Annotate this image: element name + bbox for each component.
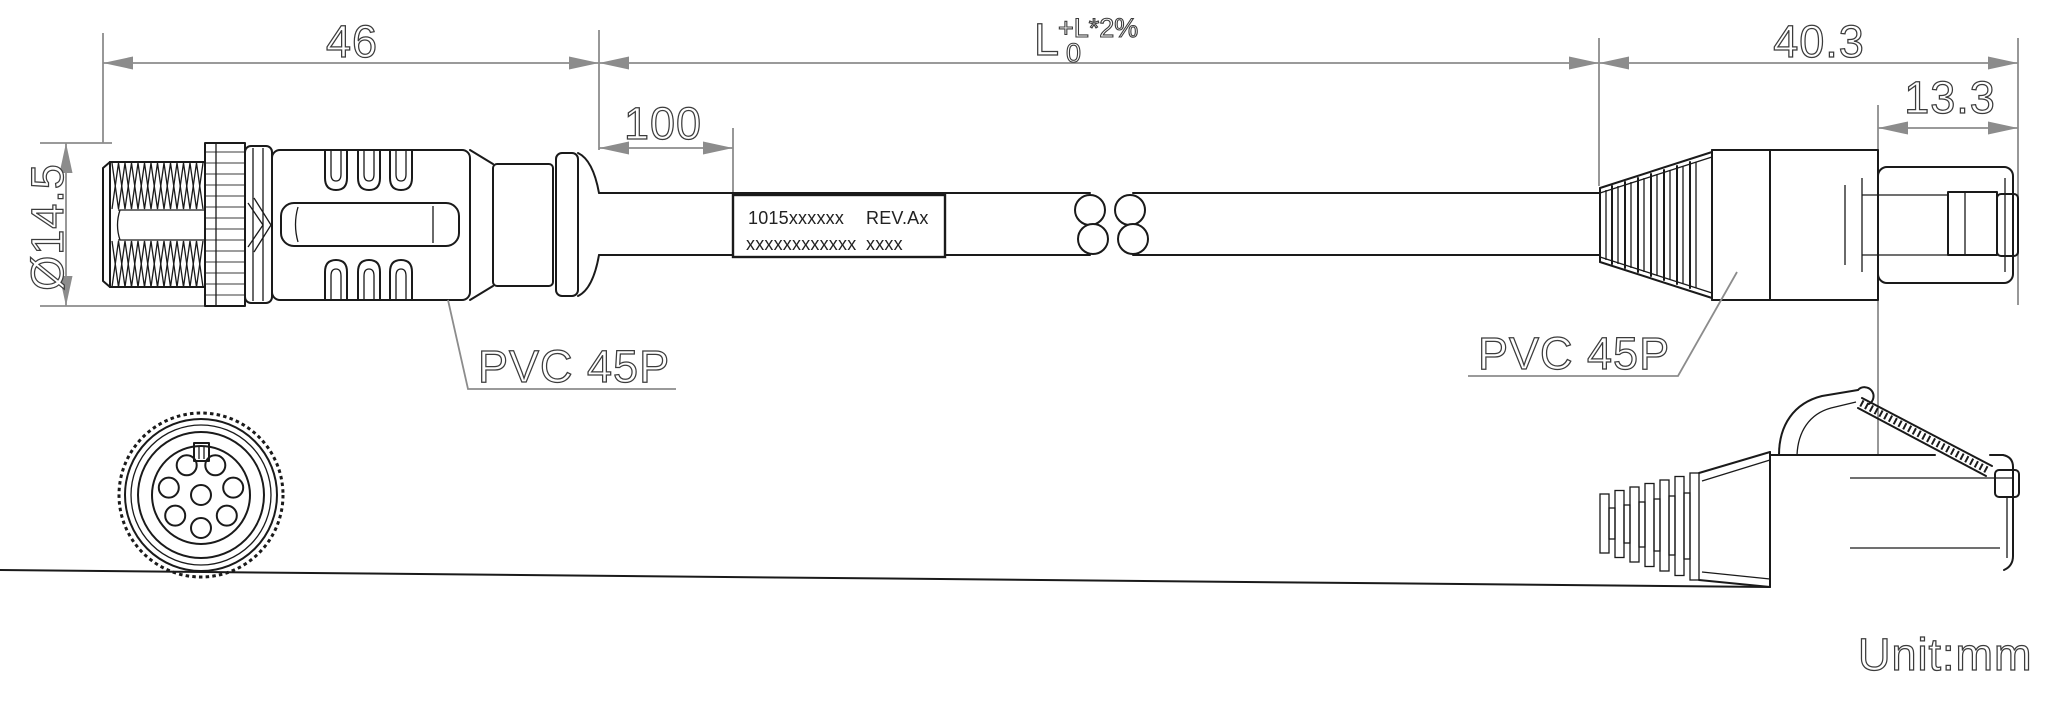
dim-arrow — [59, 276, 73, 306]
m12-pins — [157, 454, 245, 539]
rj45-3d-view — [0, 386, 2020, 588]
left-boot-material-callout: PVC 45P — [447, 299, 676, 393]
dim-diameter-label: Ø14.5 — [22, 163, 73, 291]
dim-length-tolerance-upper: +L*2% — [1058, 13, 1138, 43]
dim-arrow — [599, 141, 629, 155]
dim-arrow — [1988, 121, 2018, 135]
cable-label-part-number: 1015xxxxxx — [748, 208, 844, 228]
m12-face-view — [117, 411, 285, 579]
dim-arrow — [1569, 56, 1599, 70]
dim-length-symbol: L — [1034, 14, 1060, 65]
dim-arrow — [1878, 121, 1908, 135]
cable-label-box: 1015xxxxxx REV.Ax xxxxxxxxxxxx xxxx — [731, 193, 947, 259]
right-boot-material-label: PVC 45P — [1478, 328, 1670, 379]
boot-ribs — [1611, 161, 1697, 289]
dim-46-label: 46 — [326, 16, 378, 67]
dim-13-3-label: 13.3 — [1904, 72, 1996, 123]
boot-castellations — [1599, 472, 1700, 581]
cable-label-row2-right: xxxx — [866, 234, 903, 254]
dim-arrow — [59, 143, 73, 173]
cable-label-revision: REV.Ax — [866, 208, 929, 228]
dim-arrow — [703, 141, 733, 155]
dim-100-label: 100 — [624, 98, 702, 149]
right-boot-material-callout: PVC 45P — [1468, 271, 1738, 380]
dim-length-tolerance-lower: 0 — [1066, 38, 1081, 68]
dim-40-3-label: 40.3 — [1773, 16, 1865, 67]
cable-break-symbol — [1074, 194, 1149, 255]
dim-arrow — [1599, 56, 1629, 70]
cable — [598, 192, 1601, 256]
dim-arrow — [569, 56, 599, 70]
left-boot-material-label: PVC 45P — [478, 341, 670, 392]
unit-note: Unit:mm — [1858, 629, 2033, 680]
dim-arrow — [103, 56, 133, 70]
m12-connector-side-view — [102, 142, 600, 307]
rj45-connector-side-view — [1599, 149, 2019, 301]
dim-arrow — [599, 56, 629, 70]
dim-arrow — [1988, 56, 2018, 70]
dimension-lines — [40, 30, 2019, 455]
knurl-texture — [206, 151, 244, 296]
cable-label-row2-left: xxxxxxxxxxxx — [746, 234, 856, 254]
